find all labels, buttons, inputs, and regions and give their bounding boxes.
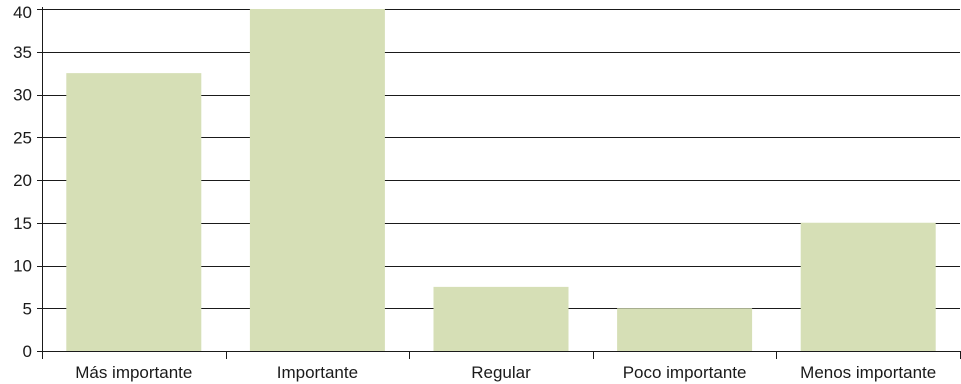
y-tick-label-5: 5 (23, 299, 32, 318)
y-tick-label-10: 10 (13, 257, 32, 276)
x-tick-labels: Más importante Importante Regular Poco impo… (75, 363, 936, 382)
x-tick-label-3: Poco importante (623, 363, 747, 382)
x-tick-label-0: Más importante (75, 363, 192, 382)
y-tick-labels: 0 5 10 15 20 25 30 35 40 (13, 3, 32, 361)
x-tick-label-2: Regular (471, 363, 531, 382)
axes (37, 7, 961, 359)
y-tick-label-35: 35 (13, 43, 32, 62)
y-tick-label-15: 15 (13, 214, 32, 233)
bar-3 (617, 308, 753, 351)
x-tick-label-4: Menos importante (800, 363, 936, 382)
y-tick-label-30: 30 (13, 86, 32, 105)
bar-1 (249, 9, 385, 351)
y-tick-label-40: 40 (13, 3, 32, 22)
bar-0 (66, 73, 202, 351)
y-tick-label-0: 0 (23, 342, 32, 361)
x-tick-label-1: Importante (277, 363, 358, 382)
bar-4 (800, 222, 936, 351)
bar-2 (433, 286, 569, 351)
bars (66, 9, 936, 351)
y-tick-label-25: 25 (13, 128, 32, 147)
y-tick-label-20: 20 (13, 171, 32, 190)
